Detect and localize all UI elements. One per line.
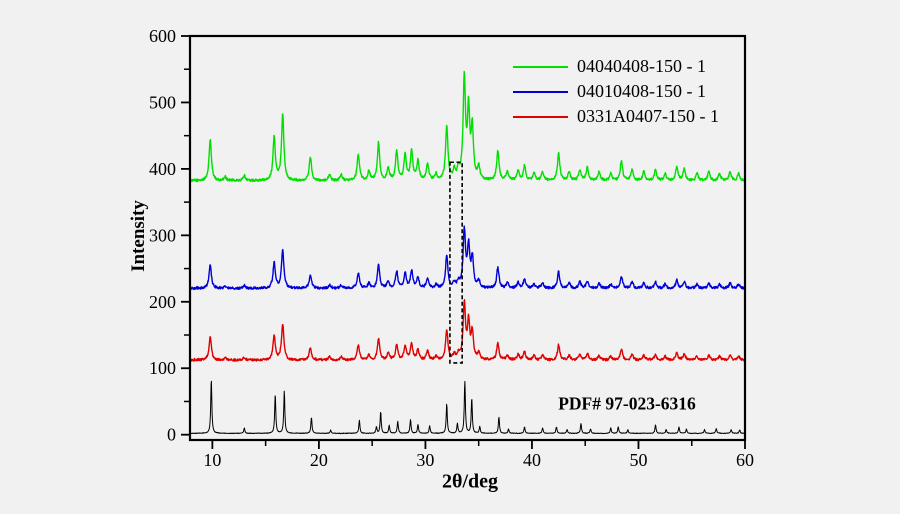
xrd-curve-2 [189,299,746,362]
legend-item: 0331A0407-150 - 1 [513,104,719,129]
y-axis-title: Intensity [128,200,149,272]
x-axis-tick-label: 30 [416,450,434,470]
y-axis-tick-label: 400 [149,159,176,179]
y-axis-tick-label: 500 [149,92,176,112]
y-axis-tick-label: 200 [149,292,176,312]
legend-line-swatch-green [513,65,568,68]
legend-label: 04010408-150 - 1 [577,81,706,101]
xrd-curve-0 [189,70,746,183]
y-axis-tick-label: 100 [149,358,176,378]
legend-item: 04040408-150 - 1 [513,54,719,79]
x-axis-tick-label: 60 [736,450,754,470]
x-axis-tick-label: 40 [523,450,541,470]
legend: 04040408-150 - 1 04010408-150 - 1 0331A0… [513,54,719,129]
legend-item: 04010408-150 - 1 [513,79,719,104]
y-axis-tick-label: 600 [149,26,176,46]
y-axis-tick-label: 300 [149,225,176,245]
pdf-reference-label: PDF# 97-023-6316 [558,393,696,414]
highlight-box [449,161,463,364]
plot-frame [188,34,747,442]
x-axis-tick-label: 10 [203,450,221,470]
legend-line-swatch-blue [513,90,568,93]
x-axis-tick-label: 20 [310,450,328,470]
x-axis-title: 2θ/deg [442,470,498,493]
x-axis-tick-label: 50 [629,450,647,470]
xrd-curve-3 [189,380,745,435]
legend-label: 0331A0407-150 - 1 [577,106,719,126]
legend-label: 04040408-150 - 1 [577,56,706,76]
xrd-curve-1 [189,225,746,291]
legend-line-swatch-red [513,115,568,118]
y-axis-tick-label: 0 [167,425,176,445]
